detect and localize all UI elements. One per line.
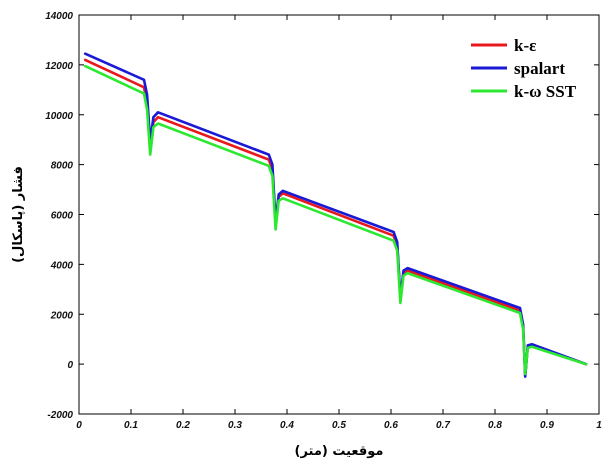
y-axis-ticks: -2000 0 2000 4000 6000 8000 10000 12000 14000 [45,11,599,421]
x-tick-label: 0.4 [280,420,294,431]
series-line-2 [83,52,588,378]
x-tick-label: 0 [76,420,82,431]
x-axis-title: موقعیت (متر) [295,444,384,459]
y-tick-label: 6000 [51,211,74,222]
x-tick-label: 0.6 [384,420,398,431]
x-tick-label: 0.8 [488,420,502,431]
series-lines [83,52,588,378]
y-tick-label: 4000 [50,260,74,271]
legend-label-1: k-ε [514,36,536,55]
y-tick-label: 8000 [51,161,74,172]
legend-label-2: spalart [514,59,565,78]
y-tick-label: 2000 [50,310,74,321]
x-tick-label: 0.2 [176,420,190,431]
y-tick-label: -2000 [47,410,73,421]
x-axis-ticks: 0 0.1 0.2 0.3 0.4 0.5 0.6 0.7 0.8 0.9 1 [76,15,602,431]
x-tick-label: 0.5 [332,420,346,431]
x-tick-label: 0.7 [436,420,450,431]
legend-label-3: k-ω SST [514,82,577,101]
x-tick-label: 0.3 [228,420,242,431]
y-tick-label: 14000 [45,11,73,22]
x-tick-label: 1 [596,420,602,431]
y-tick-label: 12000 [45,61,73,72]
y-axis-title: فشار (پاسکال) [11,166,26,263]
x-tick-label: 0.1 [124,420,138,431]
plot-frame [78,14,600,415]
y-tick-label: 0 [67,360,73,371]
legend: k-ε spalart k-ω SST [471,36,577,101]
x-tick-label: 0.9 [540,420,554,431]
y-tick-label: 10000 [45,111,73,122]
series-line-3 [83,64,588,376]
